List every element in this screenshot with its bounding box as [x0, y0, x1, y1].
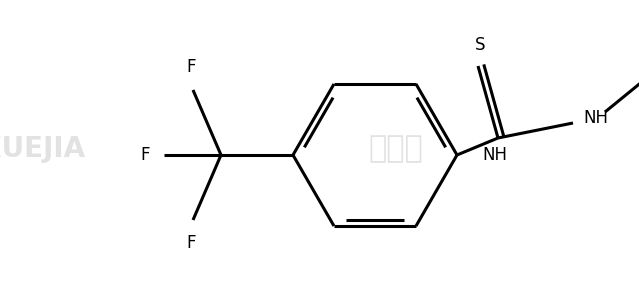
Text: NH: NH [482, 145, 507, 164]
Text: F: F [186, 58, 196, 76]
Text: NH: NH [583, 109, 608, 127]
Text: 化学加: 化学加 [369, 134, 424, 164]
Text: F: F [186, 234, 196, 252]
Text: HUAXUEJIA: HUAXUEJIA [0, 135, 86, 163]
Text: F: F [141, 146, 150, 164]
Text: S: S [475, 36, 485, 54]
